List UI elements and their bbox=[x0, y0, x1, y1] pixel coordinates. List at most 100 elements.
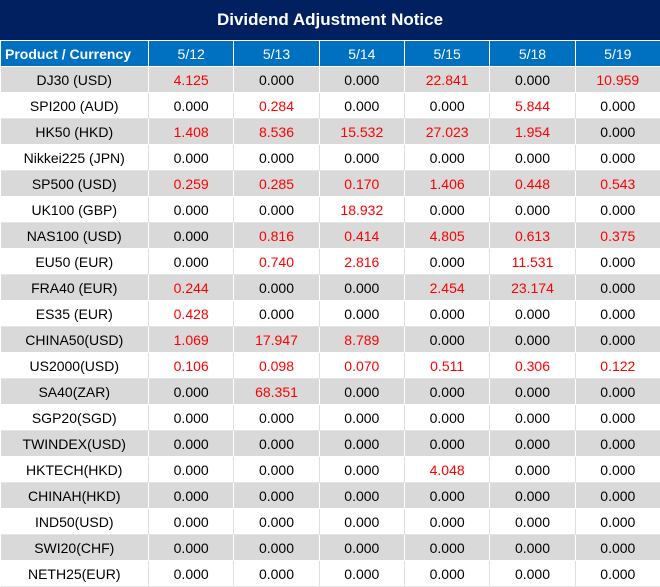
dividend-value-cell: 2.816 bbox=[319, 248, 405, 275]
product-name-cell: SP500 (USD) bbox=[0, 170, 149, 197]
dividend-value-cell: 0.106 bbox=[148, 352, 235, 379]
dividend-value-cell: 0.000 bbox=[404, 534, 491, 561]
product-name-cell: UK100 (GBP) bbox=[0, 196, 149, 223]
table-row: NAS100 (USD) 0.000 0.816 0.414 4.805 0.613 0.3… bbox=[0, 222, 660, 249]
dividend-value-cell: 0.000 bbox=[233, 482, 320, 509]
product-name-cell: HKTECH(HKD) bbox=[0, 456, 149, 483]
dividend-value-cell: 0.448 bbox=[489, 170, 576, 197]
dividend-value-cell: 1.408 bbox=[148, 118, 235, 145]
dividend-value-cell: 0.511 bbox=[404, 352, 491, 379]
dividend-value-cell: 0.000 bbox=[489, 144, 576, 171]
dividend-value-cell: 0.000 bbox=[489, 534, 576, 561]
dividend-value-cell: 0.284 bbox=[233, 92, 320, 119]
dividend-value-cell: 0.000 bbox=[575, 404, 660, 431]
dividend-value-cell: 0.000 bbox=[148, 378, 235, 405]
dividend-value-cell: 0.000 bbox=[489, 66, 576, 93]
dividend-value-cell: 68.351 bbox=[233, 378, 320, 405]
date-header: 5/19 bbox=[574, 40, 660, 67]
dividend-value-cell: 0.000 bbox=[233, 144, 320, 171]
dividend-value-cell: 0.000 bbox=[319, 378, 405, 405]
dividend-value-cell: 0.000 bbox=[404, 560, 491, 587]
product-name-cell: SGP20(SGD) bbox=[0, 404, 149, 431]
dividend-value-cell: 0.000 bbox=[233, 274, 320, 301]
dividend-value-cell: 0.414 bbox=[319, 222, 405, 249]
dividend-value-cell: 0.000 bbox=[404, 430, 491, 457]
dividend-value-cell: 0.000 bbox=[319, 144, 405, 171]
table-row: DJ30 (USD) 4.125 0.000 0.000 22.841 0.000 10.9… bbox=[0, 66, 660, 93]
product-name-cell: EU50 (EUR) bbox=[0, 248, 149, 275]
table-body: DJ30 (USD) 4.125 0.000 0.000 22.841 0.000 10.9… bbox=[0, 66, 660, 587]
dividend-value-cell: 0.000 bbox=[148, 482, 235, 509]
dividend-value-cell: 0.000 bbox=[575, 92, 660, 119]
product-name-cell: SPI200 (AUD) bbox=[0, 92, 149, 119]
dividend-value-cell: 0.098 bbox=[233, 352, 320, 379]
product-name-cell: IND50(USD) bbox=[0, 508, 149, 535]
dividend-value-cell: 0.070 bbox=[319, 352, 405, 379]
dividend-value-cell: 0.000 bbox=[489, 300, 576, 327]
product-name-cell: CHINAH(HKD) bbox=[0, 482, 149, 509]
dividend-value-cell: 0.000 bbox=[404, 92, 491, 119]
dividend-value-cell: 8.789 bbox=[319, 326, 405, 353]
table-row: SGP20(SGD) 0.000 0.000 0.000 0.000 0.000 0.000 bbox=[0, 404, 660, 431]
dividend-value-cell: 0.000 bbox=[575, 196, 660, 223]
table-row: SPI200 (AUD) 0.000 0.284 0.000 0.000 5.844 0.0… bbox=[0, 92, 660, 119]
date-header: 5/13 bbox=[233, 40, 320, 67]
dividend-value-cell: 0.000 bbox=[575, 534, 660, 561]
dividend-value-cell: 0.000 bbox=[233, 66, 320, 93]
dividend-value-cell: 0.000 bbox=[148, 534, 235, 561]
dividend-value-cell: 15.532 bbox=[319, 118, 405, 145]
dividend-value-cell: 4.805 bbox=[404, 222, 491, 249]
dividend-value-cell: 0.000 bbox=[575, 482, 660, 509]
dividend-value-cell: 0.000 bbox=[575, 560, 660, 587]
dividend-value-cell: 0.000 bbox=[233, 196, 320, 223]
dividend-value-cell: 0.000 bbox=[404, 144, 491, 171]
dividend-value-cell: 0.000 bbox=[404, 482, 491, 509]
dividend-value-cell: 0.375 bbox=[575, 222, 660, 249]
header-row: Product / Currency 5/12 5/13 5/14 5/15 5… bbox=[0, 40, 660, 67]
product-name-cell: CHINA50(USD) bbox=[0, 326, 149, 353]
dividend-value-cell: 0.000 bbox=[319, 274, 405, 301]
dividend-value-cell: 0.000 bbox=[233, 534, 320, 561]
dividend-value-cell: 0.122 bbox=[575, 352, 660, 379]
dividend-value-cell: 0.000 bbox=[404, 404, 491, 431]
table-row: ES35 (EUR) 0.428 0.000 0.000 0.000 0.000 0.000 bbox=[0, 300, 660, 327]
dividend-value-cell: 0.000 bbox=[319, 300, 405, 327]
dividend-value-cell: 0.000 bbox=[575, 508, 660, 535]
dividend-value-cell: 18.932 bbox=[319, 196, 405, 223]
table-row: Nikkei225 (JPN) 0.000 0.000 0.000 0.000 0.000… bbox=[0, 144, 660, 171]
dividend-value-cell: 0.000 bbox=[575, 378, 660, 405]
dividend-value-cell: 0.000 bbox=[489, 196, 576, 223]
product-name-cell: US2000(USD) bbox=[0, 352, 149, 379]
table-row: CHINA50(USD) 1.069 17.947 8.789 0.000 0.000 0.… bbox=[0, 326, 660, 353]
dividend-value-cell: 0.000 bbox=[233, 404, 320, 431]
dividend-value-cell: 0.000 bbox=[489, 560, 576, 587]
dividend-value-cell: 4.048 bbox=[404, 456, 491, 483]
dividend-value-cell: 0.000 bbox=[404, 378, 491, 405]
dividend-value-cell: 0.000 bbox=[404, 196, 491, 223]
product-name-cell: SA40(ZAR) bbox=[0, 378, 149, 405]
dividend-value-cell: 22.841 bbox=[404, 66, 491, 93]
dividend-table: Product / Currency 5/12 5/13 5/14 5/15 5… bbox=[0, 40, 660, 587]
dividend-value-cell: 0.000 bbox=[319, 560, 405, 587]
dividend-value-cell: 0.740 bbox=[233, 248, 320, 275]
dividend-value-cell: 1.406 bbox=[404, 170, 491, 197]
dividend-value-cell: 0.000 bbox=[489, 456, 576, 483]
dividend-value-cell: 0.000 bbox=[575, 326, 660, 353]
product-name-cell: ES35 (EUR) bbox=[0, 300, 149, 327]
dividend-value-cell: 0.816 bbox=[233, 222, 320, 249]
dividend-value-cell: 0.000 bbox=[233, 456, 320, 483]
dividend-value-cell: 0.000 bbox=[575, 456, 660, 483]
table-row: EU50 (EUR) 0.000 0.740 2.816 0.000 11.531 0.00… bbox=[0, 248, 660, 275]
dividend-value-cell: 23.174 bbox=[489, 274, 576, 301]
product-name-cell: TWINDEX(USD) bbox=[0, 430, 149, 457]
dividend-value-cell: 0.000 bbox=[319, 430, 405, 457]
date-header: 5/15 bbox=[403, 40, 491, 67]
dividend-value-cell: 1.069 bbox=[148, 326, 235, 353]
dividend-value-cell: 0.000 bbox=[233, 430, 320, 457]
dividend-value-cell: 0.000 bbox=[575, 248, 660, 275]
table-row: NETH25(EUR) 0.000 0.000 0.000 0.000 0.000 0.00… bbox=[0, 560, 660, 587]
date-header: 5/12 bbox=[147, 40, 235, 67]
dividend-value-cell: 17.947 bbox=[233, 326, 320, 353]
dividend-value-cell: 0.306 bbox=[489, 352, 576, 379]
dividend-value-cell: 0.170 bbox=[319, 170, 405, 197]
